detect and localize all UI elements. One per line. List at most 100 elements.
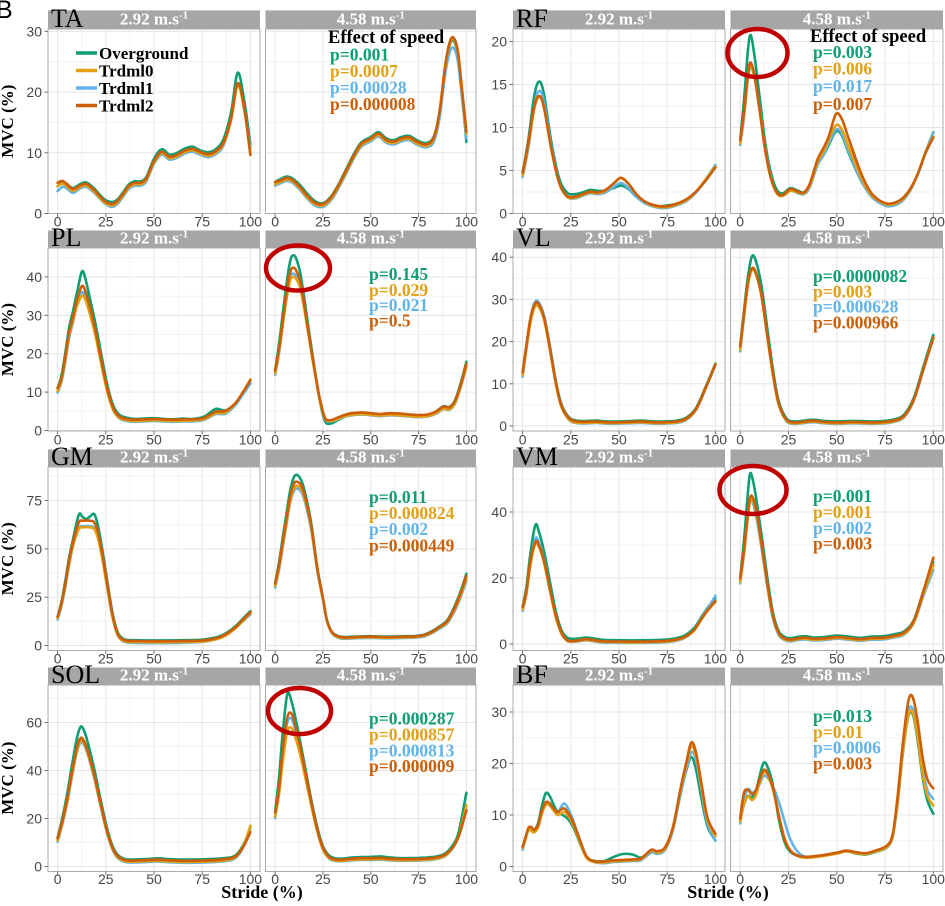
svg-text:0: 0 [54, 651, 62, 667]
svg-text:p=0.000628: p=0.000628 [813, 297, 899, 317]
svg-text:p=0.001: p=0.001 [330, 45, 389, 65]
svg-text:10: 10 [491, 120, 507, 136]
svg-text:0: 0 [54, 214, 62, 230]
svg-text:100: 100 [922, 432, 945, 448]
svg-text:10: 10 [491, 376, 507, 392]
svg-text:2.92 m.s-1: 2.92 m.s-1 [120, 666, 188, 685]
svg-text:50: 50 [26, 541, 42, 557]
svg-text:2.92 m.s-1: 2.92 m.s-1 [120, 229, 188, 248]
svg-text:75: 75 [194, 871, 210, 887]
svg-text:75: 75 [411, 871, 427, 887]
svg-text:MVC (%): MVC (%) [0, 742, 17, 815]
svg-text:75: 75 [411, 214, 427, 230]
svg-text:p=0.000966: p=0.000966 [813, 312, 899, 332]
svg-text:10: 10 [26, 145, 42, 161]
svg-text:20: 20 [26, 811, 42, 827]
svg-text:p=0.017: p=0.017 [813, 76, 872, 96]
svg-text:VL: VL [516, 223, 551, 252]
svg-text:B: B [0, 0, 13, 24]
svg-text:40: 40 [491, 249, 507, 265]
svg-text:100: 100 [455, 432, 479, 448]
svg-text:0: 0 [34, 638, 42, 654]
svg-text:p=0.003: p=0.003 [813, 753, 872, 773]
svg-text:10: 10 [491, 807, 507, 823]
svg-text:75: 75 [877, 214, 893, 230]
svg-text:2.92 m.s-1: 2.92 m.s-1 [120, 448, 188, 467]
svg-text:50: 50 [611, 871, 627, 887]
svg-text:30: 30 [26, 23, 42, 39]
svg-text:2.92 m.s-1: 2.92 m.s-1 [585, 229, 653, 248]
svg-text:0: 0 [736, 214, 744, 230]
svg-text:p=0.007: p=0.007 [813, 94, 872, 114]
svg-text:50: 50 [363, 871, 379, 887]
svg-text:10: 10 [26, 384, 42, 400]
svg-text:4.58 m.s-1: 4.58 m.s-1 [803, 10, 871, 29]
svg-text:0: 0 [271, 432, 279, 448]
svg-text:Trdml0: Trdml0 [99, 62, 153, 81]
svg-text:100: 100 [239, 214, 263, 230]
svg-text:TA: TA [51, 4, 84, 33]
svg-text:100: 100 [922, 871, 945, 887]
svg-text:GM: GM [51, 442, 93, 471]
svg-text:25: 25 [563, 432, 579, 448]
svg-text:4.58 m.s-1: 4.58 m.s-1 [337, 448, 405, 467]
svg-text:p=0.001: p=0.001 [813, 486, 872, 506]
svg-text:p=0.00028: p=0.00028 [330, 78, 407, 98]
svg-text:50: 50 [611, 432, 627, 448]
svg-text:Trdml1: Trdml1 [99, 79, 153, 98]
svg-text:4.58 m.s-1: 4.58 m.s-1 [337, 666, 405, 685]
svg-text:25: 25 [315, 214, 331, 230]
svg-text:40: 40 [26, 269, 42, 285]
svg-text:50: 50 [611, 214, 627, 230]
svg-text:RF: RF [516, 4, 548, 33]
svg-text:100: 100 [704, 214, 728, 230]
svg-text:p=0.006: p=0.006 [813, 59, 872, 79]
svg-text:0: 0 [499, 418, 507, 434]
svg-text:0: 0 [54, 432, 62, 448]
svg-text:p=0.0007: p=0.0007 [330, 61, 398, 81]
svg-text:2.92 m.s-1: 2.92 m.s-1 [585, 448, 653, 467]
svg-text:30: 30 [491, 704, 507, 720]
svg-text:25: 25 [98, 432, 114, 448]
svg-text:75: 75 [411, 651, 427, 667]
svg-text:100: 100 [704, 871, 728, 887]
svg-text:p=0.000008: p=0.000008 [330, 94, 416, 114]
svg-text:25: 25 [563, 214, 579, 230]
svg-text:75: 75 [659, 432, 675, 448]
svg-text:75: 75 [411, 432, 427, 448]
svg-text:0: 0 [736, 432, 744, 448]
svg-text:0: 0 [54, 871, 62, 887]
svg-text:MVC (%): MVC (%) [0, 85, 17, 158]
svg-text:75: 75 [194, 214, 210, 230]
svg-text:p=0.5: p=0.5 [369, 311, 411, 331]
svg-text:p=0.0006: p=0.0006 [813, 738, 881, 758]
svg-text:30: 30 [491, 291, 507, 307]
svg-text:BF: BF [516, 660, 548, 689]
svg-text:p=0.029: p=0.029 [369, 280, 428, 300]
svg-text:0: 0 [499, 859, 507, 875]
svg-text:Stride (%): Stride (%) [221, 882, 302, 901]
svg-text:50: 50 [829, 651, 845, 667]
svg-text:p=0.000824: p=0.000824 [369, 503, 455, 523]
svg-text:p=0.145: p=0.145 [369, 264, 428, 284]
svg-text:p=0.000449: p=0.000449 [369, 536, 455, 556]
svg-text:75: 75 [194, 432, 210, 448]
svg-text:25: 25 [563, 871, 579, 887]
svg-text:VM: VM [516, 442, 558, 471]
svg-text:20: 20 [491, 34, 507, 50]
svg-text:4.58 m.s-1: 4.58 m.s-1 [803, 666, 871, 685]
svg-text:20: 20 [491, 570, 507, 586]
svg-text:p=0.01: p=0.01 [813, 722, 863, 742]
svg-text:MVC (%): MVC (%) [0, 303, 17, 376]
svg-text:50: 50 [611, 651, 627, 667]
svg-text:20: 20 [26, 84, 42, 100]
svg-text:50: 50 [363, 432, 379, 448]
svg-text:p=0.002: p=0.002 [369, 519, 428, 539]
svg-text:p=0.001: p=0.001 [813, 502, 872, 522]
svg-text:25: 25 [315, 651, 331, 667]
svg-text:4.58 m.s-1: 4.58 m.s-1 [803, 229, 871, 248]
svg-text:20: 20 [491, 334, 507, 350]
svg-text:40: 40 [26, 763, 42, 779]
svg-text:4.58 m.s-1: 4.58 m.s-1 [803, 448, 871, 467]
svg-text:30: 30 [26, 307, 42, 323]
